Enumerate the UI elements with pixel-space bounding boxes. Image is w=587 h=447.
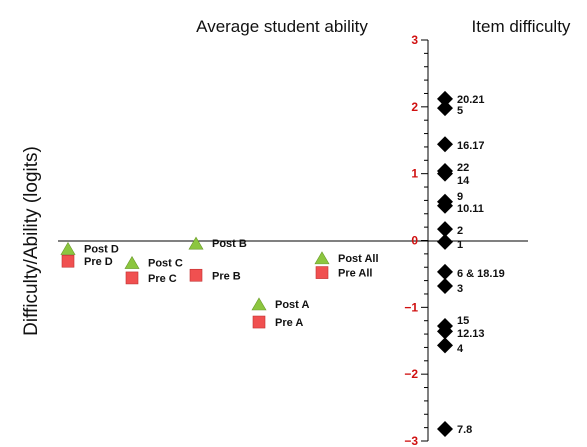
item-difficulty-marker xyxy=(437,100,453,117)
item-difficulty-marker xyxy=(437,165,453,182)
item-label: 6 & 18.19 xyxy=(457,268,505,280)
item-label: 12.13 xyxy=(457,328,485,340)
item-label: 3 xyxy=(457,283,463,295)
pre-a-marker xyxy=(252,315,266,329)
y-tick-label: 3 xyxy=(411,33,418,47)
pre-b-marker xyxy=(189,268,203,282)
pre-all-label: Pre All xyxy=(338,268,372,280)
pre-a-label: Pre A xyxy=(275,317,303,329)
post-all-label: Post All xyxy=(338,253,379,265)
item-difficulty-marker xyxy=(437,221,453,238)
pre-b-label: Pre B xyxy=(212,270,241,282)
post-b-marker xyxy=(188,236,204,250)
pre-all-marker xyxy=(315,266,329,279)
item-label: 1 xyxy=(457,239,463,251)
post-a-marker xyxy=(251,297,267,311)
item-label: 20.21 xyxy=(457,94,485,106)
item-difficulty-marker xyxy=(437,420,453,437)
post-b-label: Post B xyxy=(212,238,247,250)
item-label: 7.8 xyxy=(457,424,472,436)
post-d-marker xyxy=(60,241,76,255)
item-label: 22 xyxy=(457,162,469,174)
pre-c-label: Pre C xyxy=(148,273,177,285)
item-difficulty-marker xyxy=(437,233,453,250)
y-tick-label: −3 xyxy=(404,434,418,447)
item-difficulty-marker xyxy=(437,136,453,153)
y-tick-label: −2 xyxy=(404,367,418,381)
y-axis-ticks: 3 2 1 0 −1 −2 −3 xyxy=(404,33,428,447)
item-difficulty-marker xyxy=(437,277,453,294)
y-tick-label: −1 xyxy=(404,300,418,314)
pre-d-label: Pre D xyxy=(84,256,113,268)
y-tick-label: 0 xyxy=(411,234,418,248)
item-label: 14 xyxy=(457,175,470,187)
item-label: 10.11 xyxy=(457,203,484,215)
post-all-marker xyxy=(314,251,330,265)
post-c-marker xyxy=(124,255,140,269)
pre-c-marker xyxy=(125,271,139,285)
pre-d-marker xyxy=(61,254,75,268)
item-label: 16.17 xyxy=(457,140,485,152)
item-label: 4 xyxy=(457,343,464,355)
item-difficulty-marker xyxy=(437,90,453,107)
item-label: 15 xyxy=(457,315,469,327)
item-difficulty-marker xyxy=(437,263,453,280)
item-label: 5 xyxy=(457,105,463,117)
y-axis-label: Difficulty/Ability (logits) xyxy=(21,146,42,336)
item-difficulty-marker xyxy=(437,337,453,354)
left-title: Average student ability xyxy=(196,17,368,36)
item-label: 9 xyxy=(457,191,463,203)
item-label: 2 xyxy=(457,225,463,237)
post-a-label: Post A xyxy=(275,299,309,311)
item-difficulty-marker xyxy=(437,197,453,214)
right-title: Item difficulty xyxy=(472,17,571,36)
y-tick-label: 2 xyxy=(411,100,418,114)
item-difficulty-marker xyxy=(437,323,453,340)
post-c-label: Post C xyxy=(148,258,183,270)
y-tick-label: 1 xyxy=(411,167,418,181)
post-d-label: Post D xyxy=(84,244,119,256)
